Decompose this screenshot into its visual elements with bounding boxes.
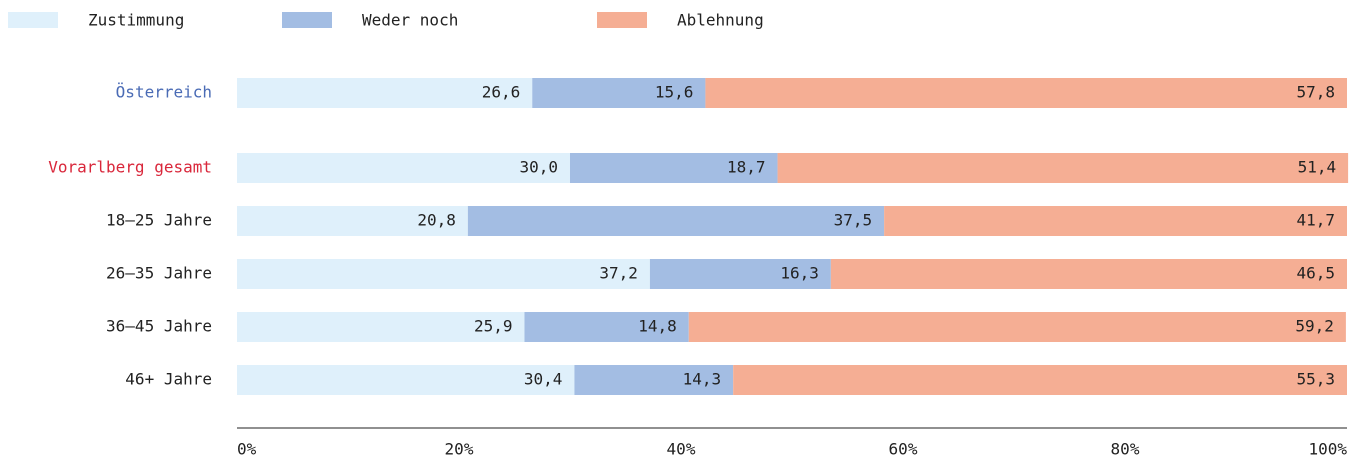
- bar-segment: [524, 312, 689, 342]
- bar-segment: [237, 153, 570, 183]
- category-label: 18–25 Jahre: [106, 211, 212, 230]
- value-label: 20,8: [417, 211, 456, 230]
- legend-swatch: [8, 12, 58, 28]
- value-label: 59,2: [1295, 317, 1334, 336]
- bar-segment: [237, 312, 525, 342]
- x-tick-label: 40%: [667, 440, 696, 459]
- legend-swatch: [597, 12, 647, 28]
- x-tick-label: 0%: [237, 440, 257, 459]
- category-label: Österreich: [116, 83, 212, 102]
- x-tick-label: 60%: [889, 440, 918, 459]
- legend-label: Weder noch: [362, 11, 458, 30]
- category-label: Vorarlberg gesamt: [48, 158, 212, 177]
- value-label: 14,8: [638, 317, 677, 336]
- bar-segment: [237, 206, 468, 236]
- x-tick-label: 20%: [445, 440, 474, 459]
- bar-segment: [733, 365, 1347, 395]
- bar-segment: [467, 206, 885, 236]
- value-label: 30,4: [524, 370, 563, 389]
- value-label: 26,6: [482, 83, 521, 102]
- bar-segment: [649, 259, 831, 289]
- category-label: 46+ Jahre: [125, 370, 212, 389]
- bar-segment: [777, 153, 1349, 183]
- value-label: 41,7: [1296, 211, 1335, 230]
- value-label: 46,5: [1296, 264, 1335, 283]
- value-label: 16,3: [780, 264, 819, 283]
- bar-segment: [237, 78, 533, 108]
- value-label: 15,6: [655, 83, 694, 102]
- category-label: 26–35 Jahre: [106, 264, 212, 283]
- bar-segment: [237, 259, 650, 289]
- bar-segment: [532, 78, 706, 108]
- bar-segment: [574, 365, 734, 395]
- value-label: 37,2: [599, 264, 638, 283]
- value-label: 55,3: [1296, 370, 1335, 389]
- value-label: 37,5: [834, 211, 873, 230]
- bar-segment: [688, 312, 1346, 342]
- value-label: 57,8: [1296, 83, 1335, 102]
- bar-segment: [570, 153, 778, 183]
- x-tick-label: 80%: [1111, 440, 1140, 459]
- bar-segment: [237, 365, 575, 395]
- value-label: 30,0: [519, 158, 558, 177]
- bar-segment: [705, 78, 1347, 108]
- bar-segment: [884, 206, 1347, 236]
- bar-segment: [830, 259, 1347, 289]
- legend-swatch: [282, 12, 332, 28]
- legend-label: Ablehnung: [677, 11, 764, 30]
- value-label: 25,9: [474, 317, 513, 336]
- value-label: 18,7: [727, 158, 766, 177]
- category-label: 36–45 Jahre: [106, 317, 212, 336]
- value-label: 51,4: [1298, 158, 1337, 177]
- value-label: 14,3: [683, 370, 722, 389]
- x-tick-label: 100%: [1308, 440, 1347, 459]
- legend-label: Zustimmung: [88, 11, 184, 30]
